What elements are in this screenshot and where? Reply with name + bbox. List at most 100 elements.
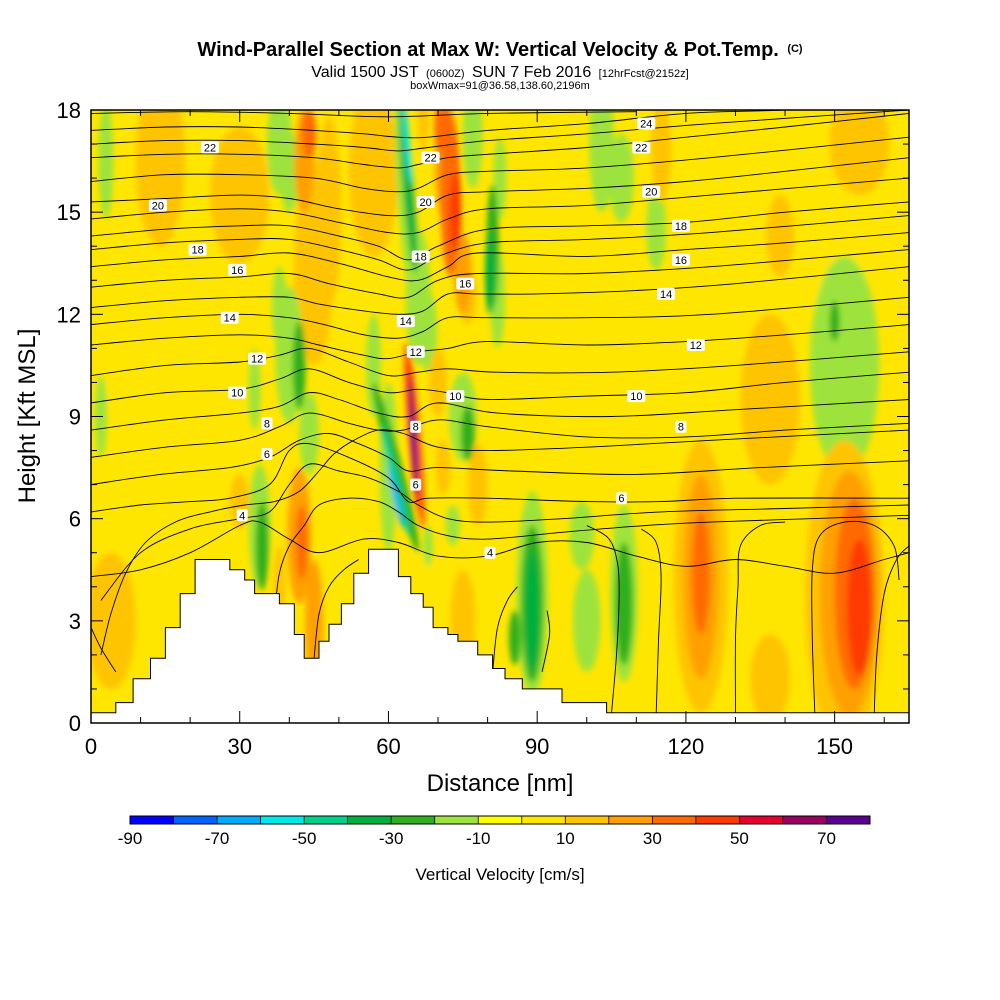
colorbar-tick-label: 30 bbox=[643, 829, 662, 848]
isentrope-minor-19 bbox=[313, 559, 359, 659]
colorbar-bin bbox=[434, 816, 479, 824]
isentrope-minor-22 bbox=[91, 627, 117, 673]
contour-label-text: 22 bbox=[635, 142, 647, 154]
velocity-cell-53 bbox=[445, 505, 460, 546]
title-main: Wind-Parallel Section at Max W: Vertical… bbox=[197, 39, 778, 61]
colorbar-tick-label: -30 bbox=[379, 829, 404, 848]
contour-label-23: 18 bbox=[671, 219, 690, 233]
isentrope-16 bbox=[91, 232, 909, 282]
velocity-cell-7 bbox=[829, 110, 890, 196]
contour-label-text: 6 bbox=[618, 493, 624, 505]
colorbar-tick-label: 50 bbox=[730, 829, 749, 848]
contour-label-28: 8 bbox=[675, 420, 687, 434]
contour-label-text: 10 bbox=[630, 391, 642, 403]
contour-label-11: 20 bbox=[416, 195, 435, 209]
isentrope-6 bbox=[91, 442, 909, 513]
velocity-cell-29 bbox=[295, 505, 308, 580]
contour-label-text: 10 bbox=[231, 388, 243, 400]
y-tick-label: 9 bbox=[69, 405, 81, 430]
contour-label-text: 22 bbox=[424, 153, 436, 165]
axes: 0 30 60 90 120 150 0 3 6 9 12 15 18 bbox=[57, 98, 909, 759]
contour-label-text: 16 bbox=[459, 279, 471, 291]
velocity-cell-64 bbox=[609, 133, 634, 223]
velocity-cell-65 bbox=[646, 188, 667, 271]
contour-label-15: 12 bbox=[406, 345, 425, 359]
contour-label-text: 4 bbox=[487, 548, 493, 560]
colorbar-bin bbox=[521, 816, 566, 824]
isentrope-minor-7 bbox=[91, 249, 909, 299]
velocity-cell-72 bbox=[691, 511, 710, 635]
contour-label-text: 20 bbox=[645, 187, 657, 199]
contour-label-9: 4 bbox=[236, 509, 248, 522]
isentrope-minor-2 bbox=[273, 497, 909, 615]
isentrope-24 bbox=[91, 110, 795, 139]
velocity-cell-41 bbox=[462, 110, 483, 189]
colorbar-bin bbox=[478, 816, 523, 824]
contour-label-text: 14 bbox=[224, 313, 236, 325]
contour-label-text: 6 bbox=[264, 449, 270, 461]
y-tick-label: 15 bbox=[57, 200, 81, 225]
contour-label-text: 18 bbox=[415, 251, 427, 263]
isentrope-minor-14 bbox=[640, 528, 662, 713]
colorbar-title: Vertical Velocity [cm/s] bbox=[415, 865, 584, 884]
isentrope-minor-6 bbox=[91, 296, 909, 339]
x-tick-label: 150 bbox=[816, 734, 853, 759]
contour-label-16: 10 bbox=[446, 390, 465, 403]
contour-label-text: 8 bbox=[678, 422, 684, 434]
colorbar-tick-label: -90 bbox=[118, 829, 143, 848]
velocity-cell-9 bbox=[105, 246, 156, 451]
contour-label-13: 16 bbox=[456, 277, 475, 291]
contour-label-10: 22 bbox=[421, 151, 440, 165]
velocity-cell-0 bbox=[135, 110, 186, 247]
contour-label-5: 12 bbox=[248, 352, 267, 366]
isentrope-minor-3 bbox=[91, 433, 909, 486]
chart-subtitle: Valid 1500 JST (0600Z) SUN 7 Feb 2016 [1… bbox=[311, 64, 688, 81]
contour-label-20: 24 bbox=[637, 117, 656, 131]
contour-label-12: 18 bbox=[411, 250, 430, 263]
contour-label-18: 6 bbox=[410, 478, 422, 492]
velocity-cell-23 bbox=[248, 348, 261, 431]
contour-label-4: 14 bbox=[220, 311, 239, 325]
velocity-cell-11 bbox=[115, 450, 166, 553]
colorbar-bin bbox=[130, 816, 174, 824]
x-tick-label: 120 bbox=[668, 734, 705, 759]
isentrope-8 bbox=[91, 412, 909, 458]
velocity-cell-62 bbox=[569, 501, 595, 570]
velocity-cell-66 bbox=[651, 110, 672, 202]
velocity-cell-40 bbox=[417, 110, 430, 151]
contour-label-14: 14 bbox=[396, 315, 415, 328]
isentrope-minor-5 bbox=[91, 347, 909, 377]
chart-title: Wind-Parallel Section at Max W: Vertical… bbox=[197, 39, 803, 61]
contour-labels: 22 20 18 16 14 12 10 8 6 4 22 20 18 16 14 12 10 8 6 4 24 22 20… bbox=[148, 117, 705, 560]
isentrope-minor-10 bbox=[91, 136, 909, 193]
contour-label-text: 8 bbox=[264, 418, 270, 430]
colorbar-tick-label: 10 bbox=[556, 829, 575, 848]
contour-label-29: 6 bbox=[615, 492, 627, 505]
velocity-cell-63 bbox=[589, 110, 615, 213]
colorbar-bin bbox=[652, 816, 697, 824]
colorbar-bin bbox=[391, 816, 436, 824]
isentrope-minor-13 bbox=[586, 525, 620, 713]
contour-label-text: 20 bbox=[420, 197, 432, 209]
contour-label-3: 16 bbox=[228, 264, 247, 277]
colorbar-tick-label: -50 bbox=[292, 829, 317, 848]
contour-label-text: 4 bbox=[239, 510, 245, 522]
velocity-cell-50 bbox=[429, 348, 447, 417]
velocity-cell-3 bbox=[348, 110, 399, 257]
velocity-cell-16 bbox=[301, 110, 317, 158]
contour-label-0: 22 bbox=[200, 141, 219, 154]
contour-label-text: 12 bbox=[410, 347, 422, 359]
contour-label-text: 22 bbox=[204, 142, 216, 154]
velocity-cell-52 bbox=[467, 443, 488, 526]
velocity-cell-36 bbox=[449, 171, 462, 254]
x-axis-title: Distance [nm] bbox=[427, 770, 574, 797]
x-tick-label: 30 bbox=[227, 734, 251, 759]
y-tick-label: 18 bbox=[57, 98, 81, 123]
colorbar-tick-label: -10 bbox=[466, 829, 491, 848]
velocity-cell-38 bbox=[453, 232, 472, 315]
velocity-cell-61 bbox=[572, 569, 601, 672]
x-tick-label: 0 bbox=[85, 734, 97, 759]
contour-label-text: 10 bbox=[449, 391, 461, 403]
terrain-mask bbox=[91, 548, 909, 723]
